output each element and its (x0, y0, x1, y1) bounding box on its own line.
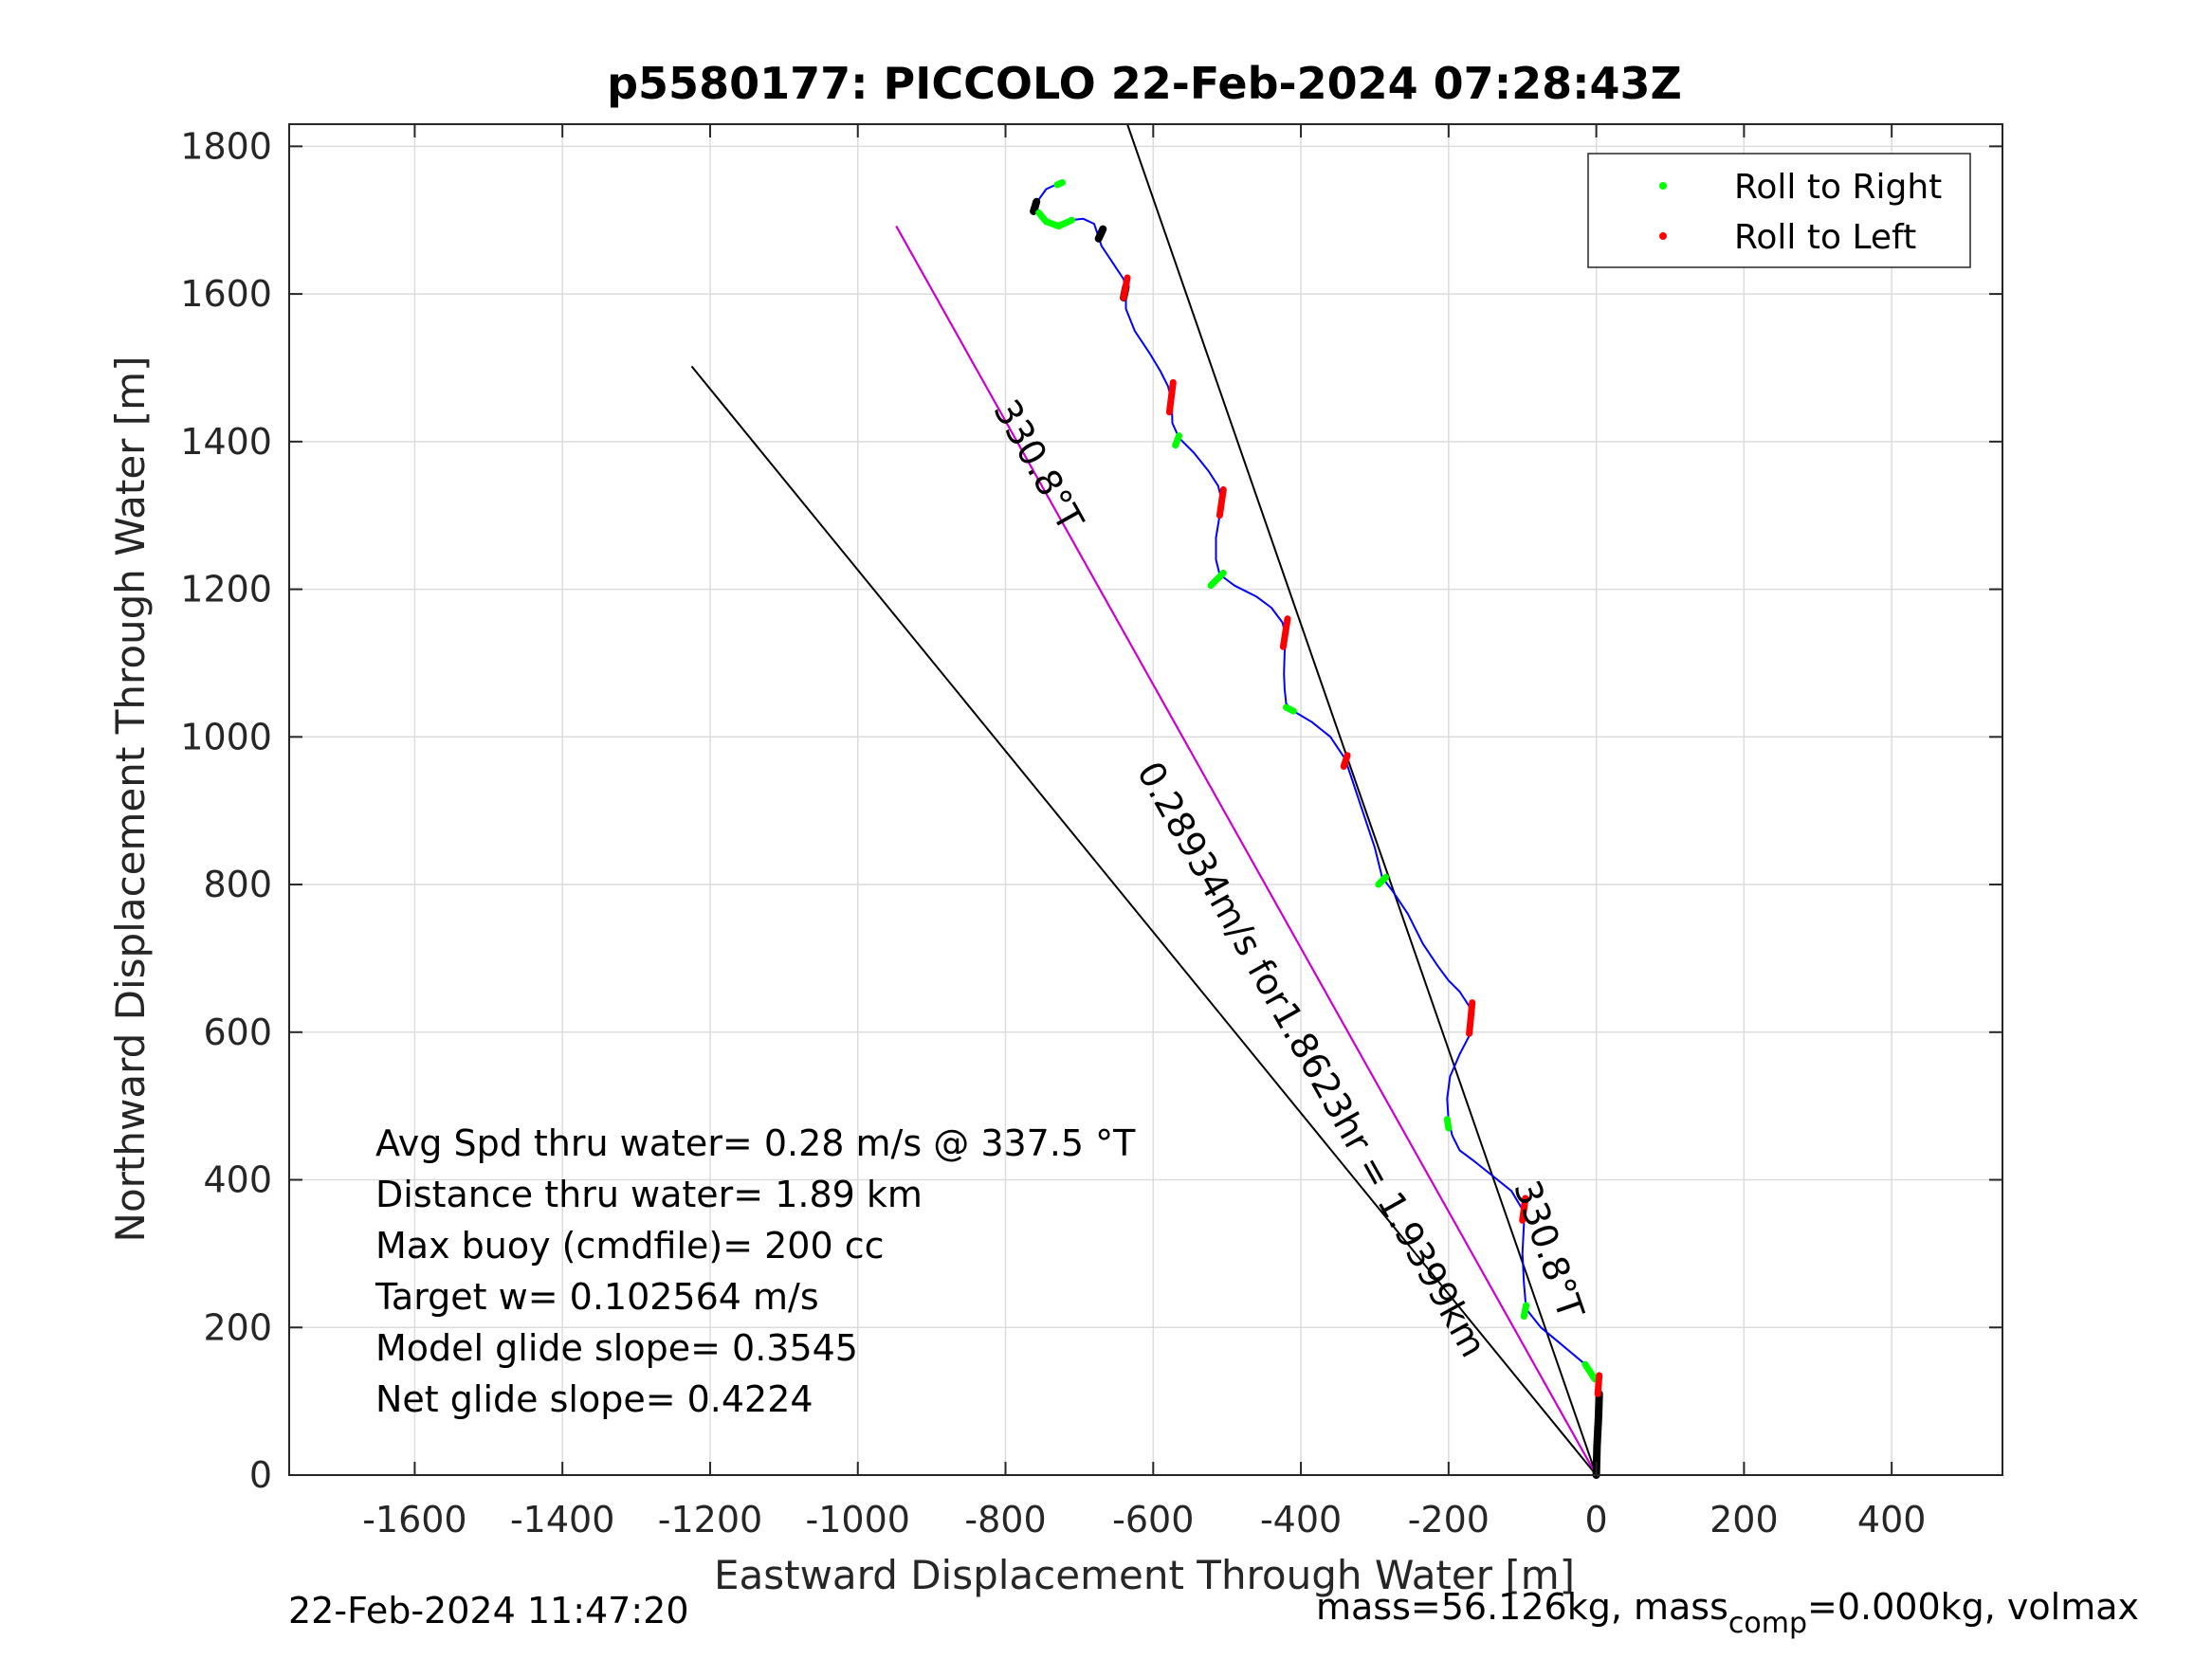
glider-track-layer (1036, 182, 1600, 1476)
y-tick-label: 400 (203, 1159, 272, 1201)
roll-left-segment (1466, 999, 1476, 1037)
x-tick-label: -1600 (362, 1499, 466, 1540)
reference-lines (690, 123, 1598, 1476)
roll-right-segment (1172, 432, 1182, 449)
x-axis-label: Eastward Displacement Through Water [m] (714, 1552, 1575, 1598)
footer-mass-subscript: comp (1728, 1607, 1807, 1640)
y-axis-label: Northward Displacement Through Water [m] (107, 356, 154, 1243)
roll-left-segment (1340, 752, 1351, 770)
annotation-net-glide-slope: Net glide slope= 0.4224 (375, 1378, 814, 1420)
legend-box (1587, 153, 1971, 268)
y-tick-labels: 0 200 400 600 800 1000 1200 1400 1600 1800 (180, 125, 272, 1496)
y-tick-label: 1400 (180, 421, 272, 463)
x-tick-label: -200 (1408, 1499, 1490, 1540)
glider-track (1036, 182, 1600, 1476)
y-tick-label: 1000 (180, 716, 272, 757)
roll-right-segment (1053, 179, 1066, 189)
footer-mass-prefix: mass=56.126kg, mass (1316, 1586, 1728, 1628)
roll-markers (1030, 179, 1603, 1479)
stats-annotation: Avg Spd thru water= 0.28 m/s @ 337.5 °T … (375, 1122, 1136, 1420)
axes-background (289, 124, 2002, 1475)
roll-left-segment (1594, 1372, 1603, 1397)
annotation-distance: Distance thru water= 1.89 km (375, 1174, 923, 1215)
x-tick-label: 0 (1585, 1499, 1608, 1540)
roll-left-segment (1279, 615, 1291, 650)
plot-area: 330.8°T0.28934m/s for1.8623hr = 1.9399km… (288, 123, 2003, 1479)
surface-segment (1030, 197, 1041, 215)
legend-roll-right-marker (1659, 182, 1667, 190)
roll-right-segment (1283, 703, 1297, 715)
x-tick-label: -1400 (510, 1499, 614, 1540)
x-tick-label: 200 (1709, 1499, 1779, 1540)
annotation-target-w: Target w= 0.102564 m/s (375, 1276, 819, 1318)
y-tick-label: 600 (203, 1012, 272, 1053)
x-tick-label: -1200 (658, 1499, 762, 1540)
x-tick-labels: -1600 -1400 -1200 -1000 -800 -600 -400 -200 0 200… (362, 1499, 1926, 1540)
axes-frame (288, 123, 2003, 1476)
heading-line (895, 225, 1598, 1476)
annotation-avg-speed: Avg Spd thru water= 0.28 m/s @ 337.5 °T (375, 1122, 1136, 1164)
legend-roll-right-label: Roll to Right (1734, 168, 1942, 207)
x-tick-label: -600 (1112, 1499, 1194, 1540)
x-tick-label: -1000 (806, 1499, 910, 1540)
roll-right-segment (1581, 1360, 1599, 1383)
surface-segment (1094, 225, 1107, 243)
y-tick-label: 1600 (180, 273, 272, 315)
x-tick-label: 400 (1857, 1499, 1927, 1540)
footer-mass-suffix: =0.000kg, volmax (1807, 1586, 2139, 1628)
footer-timestamp: 22-Feb-2024 11:47:20 (288, 1590, 689, 1632)
footer-mass-info: mass=56.126kg, masscomp=0.000kg, volmax (1316, 1586, 2139, 1640)
chart-title: p5580177: PICCOLO 22-Feb-2024 07:28:43Z (607, 58, 1682, 109)
roll-left-segment (1165, 379, 1177, 416)
ticks (289, 124, 2002, 1476)
y-tick-label: 1800 (180, 125, 272, 167)
roll-right-segment (1375, 873, 1390, 888)
y-tick-label: 1200 (180, 569, 272, 611)
y-tick-label: 0 (249, 1454, 272, 1496)
legend-roll-left-marker (1659, 232, 1667, 240)
annotation-model-glide-slope: Model glide slope= 0.3545 (375, 1327, 858, 1369)
legend-roll-left-label: Roll to Left (1734, 218, 1916, 257)
roll-left-segment (1216, 486, 1227, 520)
reference-line (1126, 123, 1598, 1476)
roll-left-segment (1519, 1194, 1529, 1224)
y-tick-label: 200 (203, 1306, 272, 1348)
roll-right-segment (1520, 1302, 1530, 1321)
y-tick-label: 800 (203, 864, 272, 905)
annotation-max-buoy: Max buoy (cmdfile)= 200 cc (375, 1225, 885, 1267)
x-tick-label: -800 (964, 1499, 1046, 1540)
roll-right-segment (1207, 569, 1227, 590)
heading-line-layer (895, 225, 1598, 1476)
roll-right-segment (1443, 1116, 1453, 1132)
surface-segment (1592, 1390, 1603, 1479)
roll-left-segment (1120, 274, 1131, 301)
reference-line (690, 365, 1598, 1476)
roll-right-segment (1035, 209, 1076, 230)
legend: Roll to Right Roll to Left (1587, 153, 1971, 268)
x-tick-label: -400 (1260, 1499, 1342, 1540)
